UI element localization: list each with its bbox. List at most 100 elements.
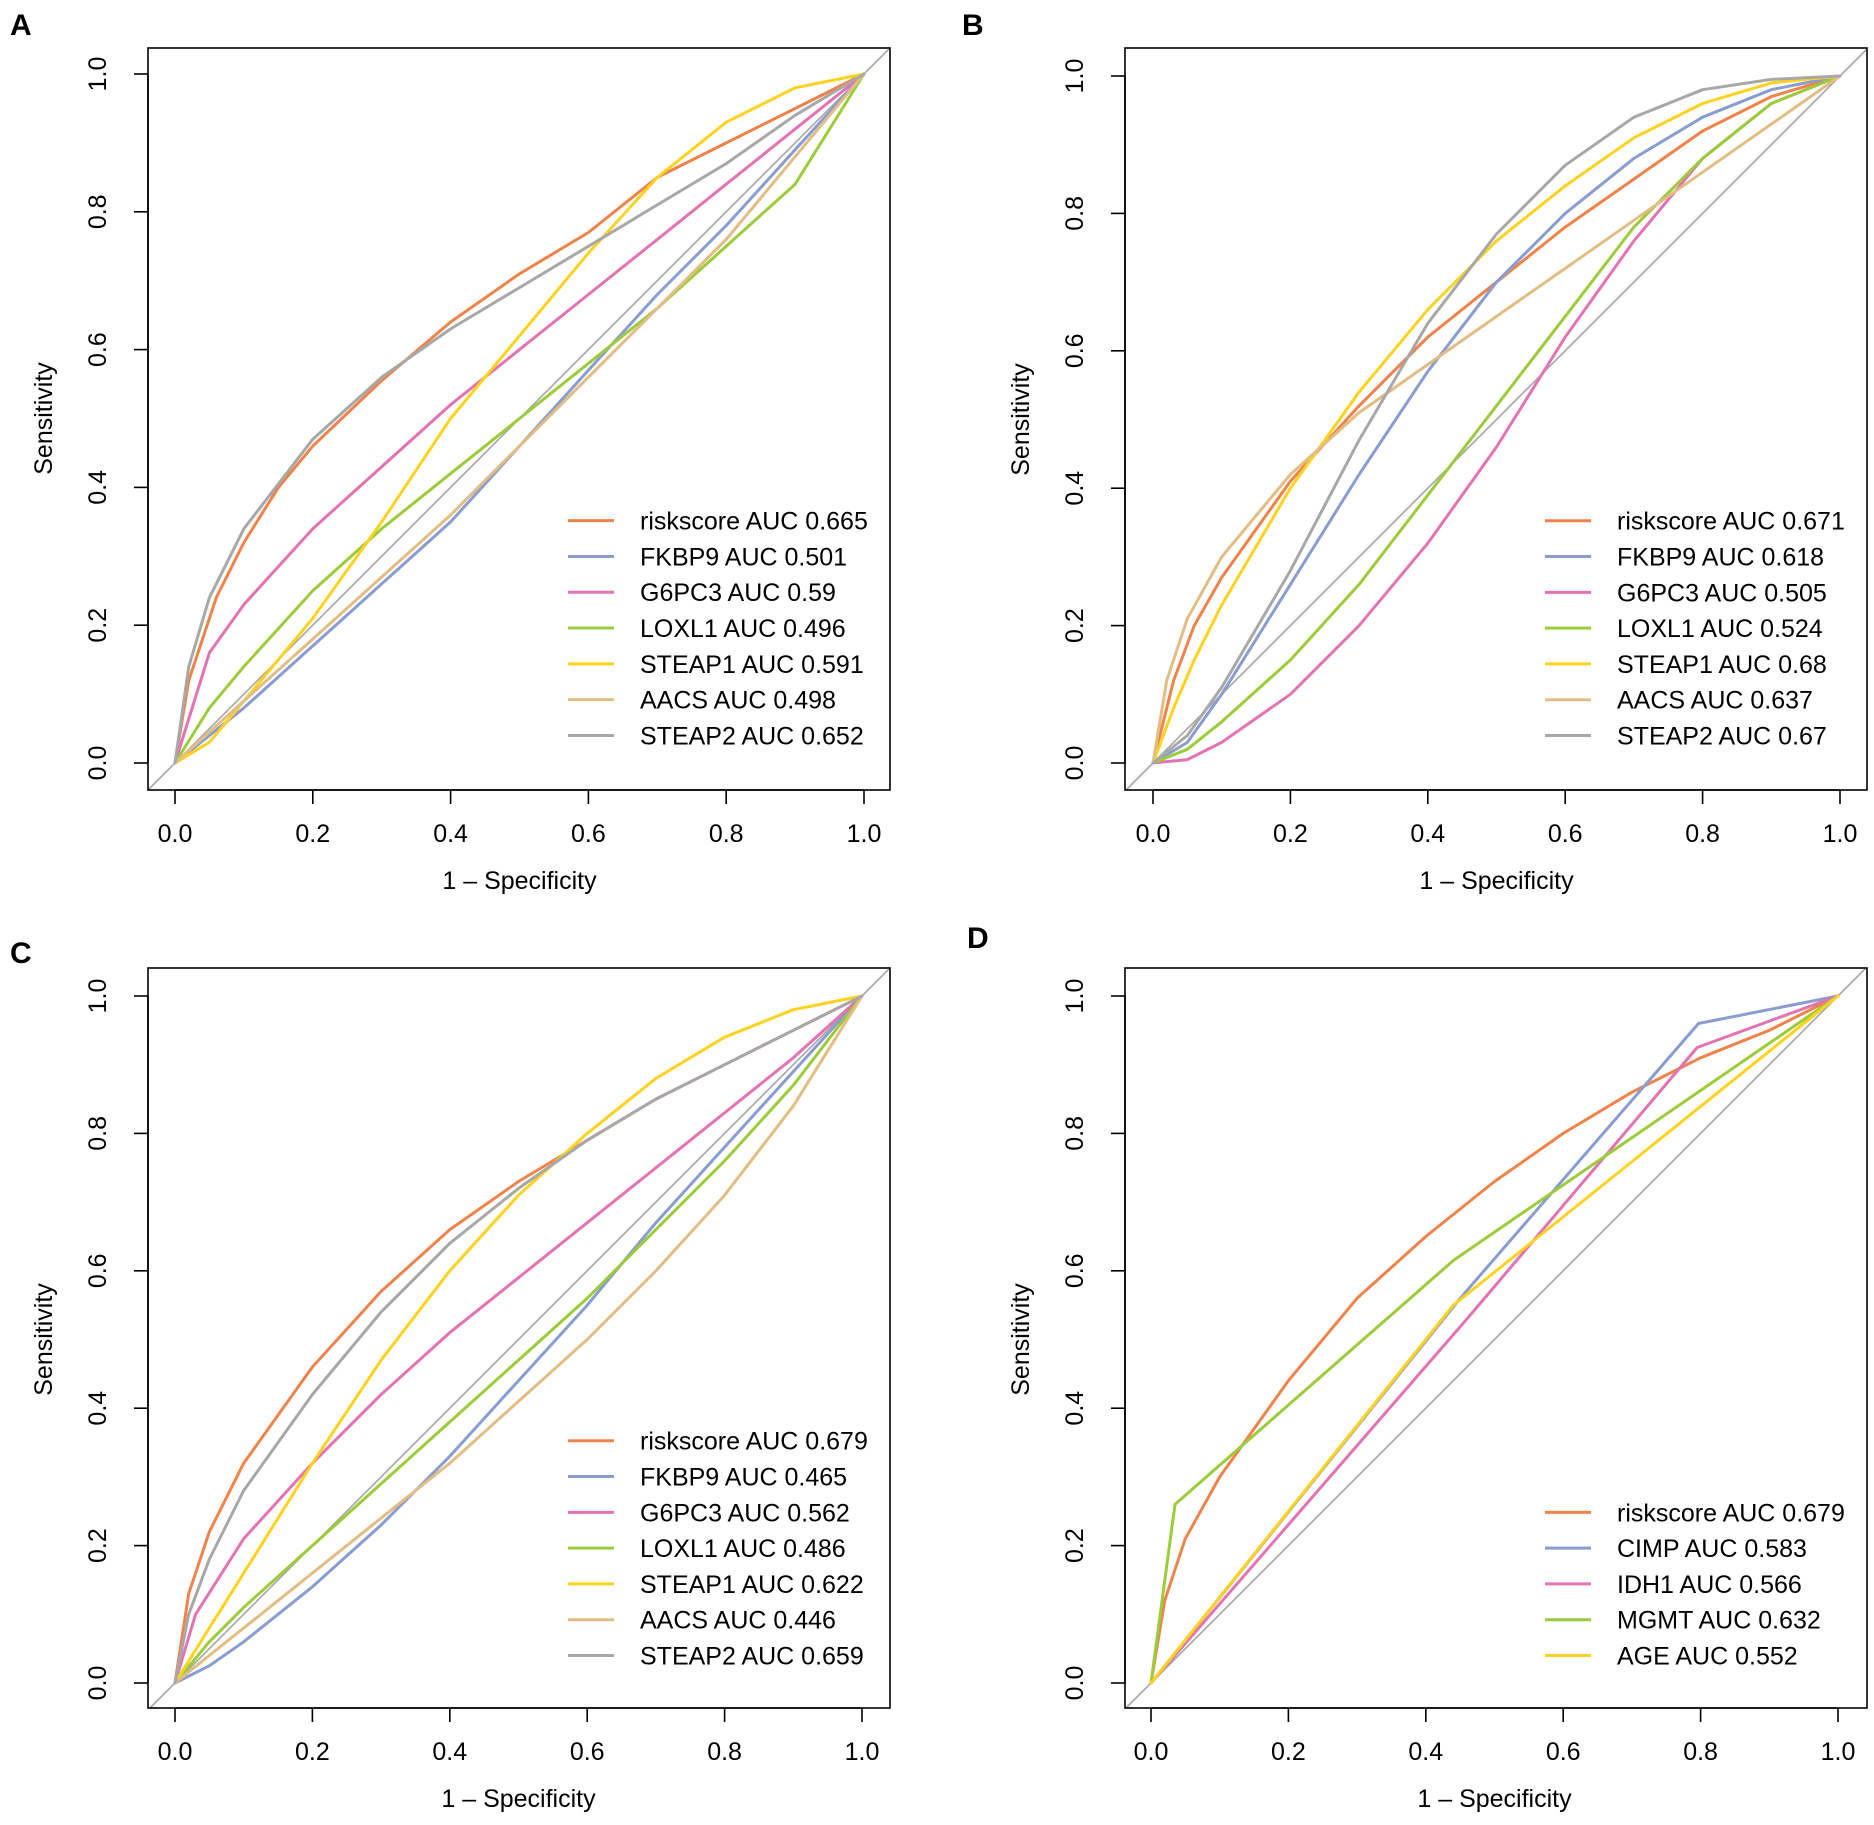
- y-tick-label: 0.8: [84, 1116, 112, 1151]
- x-tick-label: 0.0: [1134, 1738, 1169, 1766]
- legend-entry: FKBP9 AUC 0.501: [640, 543, 847, 571]
- legend-entry: MGMT AUC 0.632: [1617, 1607, 1821, 1635]
- x-tick-label: 1.0: [1823, 820, 1858, 848]
- y-tick-label: 1.0: [84, 57, 112, 92]
- legend-entry: AACS AUC 0.498: [640, 687, 836, 715]
- legend-entry: riskscore AUC 0.679: [1617, 1499, 1845, 1527]
- y-tick-label: 0.0: [1061, 746, 1089, 781]
- y-tick-label: 0.6: [84, 332, 112, 367]
- legend-entry: LOXL1 AUC 0.524: [1617, 615, 1823, 643]
- y-tick-label: 0.8: [1061, 1116, 1089, 1151]
- y-tick-label: 0.8: [1061, 196, 1089, 231]
- roc-curve-steap2: [173, 994, 864, 1685]
- legend-entry: riskscore AUC 0.671: [1617, 508, 1845, 536]
- x-tick-label: 0.6: [1546, 1738, 1581, 1766]
- legend: riskscore AUC 0.671 FKBP9 AUC 0.618 G6PC3 …: [1545, 508, 1845, 751]
- x-tick-label: 0.4: [433, 820, 468, 848]
- legend-entry: G6PC3 AUC 0.562: [640, 1499, 850, 1527]
- x-axis-label: 1 – Specificity: [1417, 1785, 1572, 1813]
- roc-curve-g6pc3: [173, 994, 864, 1685]
- x-axis-label: 1 – Specificity: [1419, 867, 1574, 895]
- y-tick-label: 0.8: [84, 194, 112, 229]
- roc-curve-idh1: [1149, 994, 1840, 1685]
- panel-letter: B: [962, 9, 984, 42]
- legend-entry: AACS AUC 0.446: [640, 1607, 836, 1635]
- y-tick-label: 0.4: [84, 1391, 112, 1426]
- y-axis-label: Sensitivity: [30, 362, 58, 475]
- y-tick-label: 1.0: [1061, 59, 1089, 94]
- roc-curve-fkbp9: [1151, 74, 1842, 765]
- legend-entry: LOXL1 AUC 0.496: [640, 615, 846, 643]
- legend-entry: STEAP1 AUC 0.68: [1617, 651, 1827, 679]
- x-tick-label: 0.0: [158, 820, 193, 848]
- y-tick-label: 0.2: [84, 608, 112, 643]
- legend-entry: AGE AUC 0.552: [1617, 1643, 1798, 1671]
- y-tick-label: 1.0: [1061, 979, 1089, 1014]
- x-axis-label: 1 – Specificity: [442, 867, 597, 895]
- y-axis-label: Sensitivity: [1007, 1283, 1035, 1396]
- legend: riskscore AUC 0.665 FKBP9 AUC 0.501 G6PC3 …: [568, 508, 868, 750]
- y-tick-label: 0.6: [84, 1253, 112, 1288]
- y-tick-label: 0.0: [84, 1666, 112, 1701]
- x-tick-label: 1.0: [847, 820, 882, 848]
- legend-entry: STEAP1 AUC 0.622: [640, 1571, 864, 1599]
- legend-entry: IDH1 AUC 0.566: [1617, 1571, 1802, 1599]
- y-tick-label: 0.4: [1061, 471, 1089, 506]
- diagonal-reference-line: [148, 968, 890, 1708]
- roc-curve-fkbp9: [173, 994, 864, 1685]
- x-tick-label: 0.4: [432, 1738, 467, 1766]
- x-tick-label: 0.6: [1548, 820, 1583, 848]
- roc-curve-steap2: [1151, 74, 1842, 765]
- x-tick-label: 0.8: [709, 820, 744, 848]
- roc-curve-aacs: [1151, 74, 1842, 765]
- x-tick-label: 0.0: [158, 1738, 193, 1766]
- legend: riskscore AUC 0.679 FKBP9 AUC 0.465 G6PC3 …: [568, 1428, 868, 1671]
- roc-curve-riskscore: [1151, 74, 1842, 765]
- legend-entry: STEAP1 AUC 0.591: [640, 651, 864, 679]
- y-tick-label: 0.0: [1061, 1666, 1089, 1701]
- roc-curve-loxl1: [1151, 74, 1842, 765]
- legend: riskscore AUC 0.679 CIMP AUC 0.583 IDH1 AU…: [1545, 1499, 1845, 1671]
- roc-curve-steap1: [173, 994, 864, 1685]
- diagonal-reference-line: [1125, 48, 1867, 790]
- panel-letter: D: [967, 922, 989, 955]
- panel-a: A 0.0 0.2 0.4 0.6 0.8 1.0 1 – Specificity 0.0 0.2…: [10, 9, 891, 895]
- panel-letter: A: [10, 9, 32, 42]
- x-tick-label: 0.2: [295, 820, 330, 848]
- x-tick-label: 0.8: [1685, 820, 1720, 848]
- panel-d: D 0.0 0.2 0.4 0.6 0.8 1.0 1 – Specificity 0.0 0.2…: [967, 922, 1868, 1813]
- x-tick-label: 0.4: [1410, 820, 1445, 848]
- roc-curve-aacs: [173, 994, 864, 1685]
- y-tick-label: 0.4: [84, 470, 112, 505]
- x-tick-label: 0.2: [1271, 1738, 1306, 1766]
- x-tick-label: 0.6: [571, 820, 606, 848]
- x-tick-label: 0.6: [570, 1738, 605, 1766]
- y-tick-label: 1.0: [84, 979, 112, 1014]
- roc-curve-steap1: [1151, 74, 1842, 765]
- x-tick-label: 0.4: [1408, 1738, 1443, 1766]
- roc-curve-mgmt: [1149, 994, 1840, 1685]
- legend-entry: STEAP2 AUC 0.659: [640, 1643, 864, 1671]
- panel-letter: C: [10, 937, 32, 970]
- y-tick-label: 0.6: [1061, 333, 1089, 368]
- x-tick-label: 1.0: [845, 1738, 880, 1766]
- y-tick-label: 0.0: [84, 746, 112, 781]
- x-tick-label: 0.8: [707, 1738, 742, 1766]
- panel-b: B 0.0 0.2 0.4 0.6 0.8 1.0 1 – Specificity 0.0 0.2…: [962, 9, 1868, 895]
- x-tick-label: 1.0: [1821, 1738, 1856, 1766]
- roc-curve-aacs: [173, 72, 866, 765]
- legend-entry: CIMP AUC 0.583: [1617, 1535, 1807, 1563]
- y-tick-label: 0.4: [1061, 1391, 1089, 1426]
- x-axis-label: 1 – Specificity: [441, 1785, 596, 1813]
- diagonal-reference-line: [1125, 968, 1867, 1708]
- y-axis-label: Sensitivity: [1007, 363, 1035, 476]
- legend-entry: LOXL1 AUC 0.486: [640, 1535, 846, 1563]
- roc-curve-age: [1149, 994, 1840, 1685]
- legend-entry: G6PC3 AUC 0.505: [1617, 579, 1827, 607]
- legend-entry: riskscore AUC 0.679: [640, 1428, 868, 1456]
- legend-entry: FKBP9 AUC 0.618: [1617, 544, 1824, 572]
- y-tick-label: 0.2: [1061, 608, 1089, 643]
- x-tick-label: 0.2: [295, 1738, 330, 1766]
- y-axis-label: Sensitivity: [30, 1283, 58, 1396]
